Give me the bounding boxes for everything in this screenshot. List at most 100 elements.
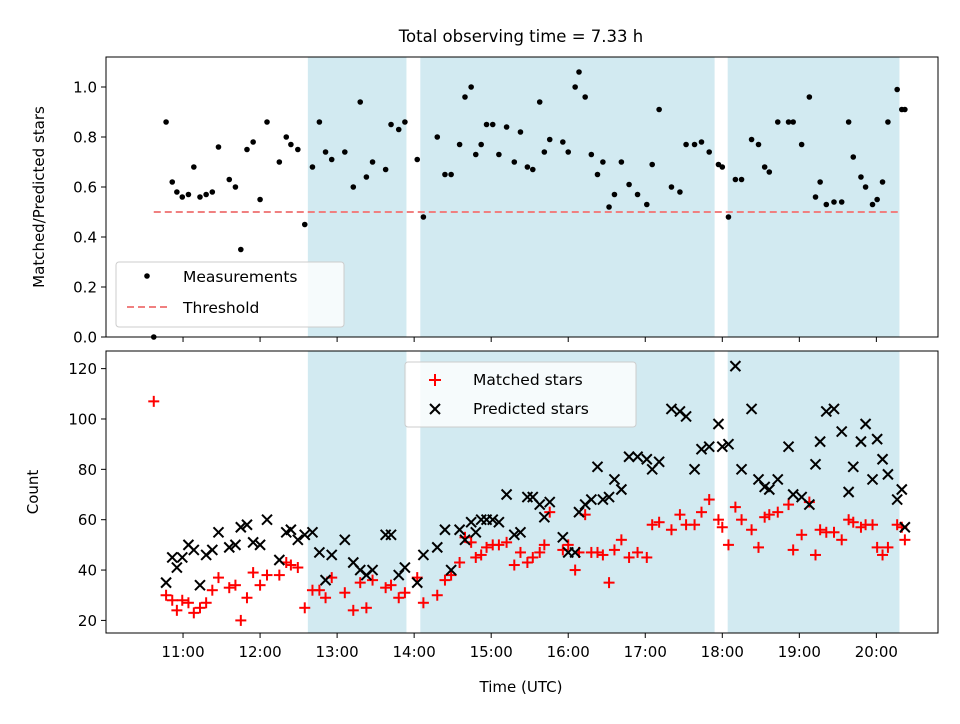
matched-star-point bbox=[877, 549, 889, 561]
predicted-star-point-b bbox=[641, 453, 653, 465]
matched-star-point bbox=[695, 506, 707, 518]
predicted-star-point bbox=[745, 403, 758, 415]
measurement-point bbox=[879, 179, 886, 185]
predicted-stars-points bbox=[160, 360, 911, 591]
measurement-point bbox=[456, 141, 463, 148]
measurement-point bbox=[250, 139, 256, 145]
matched-star-point bbox=[828, 526, 840, 538]
predicted-star-point-b bbox=[665, 403, 678, 415]
bottom-x-tick-label: 16:00 bbox=[547, 643, 590, 661]
predicted-star-point bbox=[339, 534, 351, 546]
matched-star-point bbox=[534, 546, 546, 558]
predicted-star-point bbox=[585, 493, 598, 506]
bottom-y-axis-ticks: 20 40 60 80 100 120 bbox=[68, 360, 106, 630]
measurement-point bbox=[350, 184, 357, 190]
matched-star-point bbox=[867, 519, 879, 531]
predicted-star-point-b bbox=[176, 551, 188, 564]
measurement-point bbox=[434, 134, 441, 140]
measurement-point bbox=[472, 151, 479, 158]
legend-predicted-label: Predicted stars bbox=[473, 400, 589, 418]
matched-star-point bbox=[514, 546, 526, 558]
predicted-star-point bbox=[882, 468, 894, 481]
predicted-star-point-b bbox=[241, 519, 253, 531]
bottom-y-tick-label: 100 bbox=[68, 410, 97, 428]
measurement-point bbox=[541, 149, 548, 155]
matched-star-point bbox=[722, 539, 734, 551]
predicted-star-point-b bbox=[313, 546, 326, 559]
measurement-point bbox=[197, 194, 203, 200]
measurement-point bbox=[328, 156, 335, 163]
predicted-star-point-b bbox=[716, 440, 729, 453]
matched-star-point bbox=[206, 584, 218, 596]
predicted-star-point-b bbox=[273, 554, 286, 566]
matched-star-point bbox=[320, 592, 332, 604]
predicted-star-point-b bbox=[820, 405, 833, 418]
bottom-panel: 20 40 60 80 100 120 11:00 12:00 13:00 14:00 15:00… bbox=[24, 350, 939, 696]
measurement-point bbox=[483, 121, 490, 128]
measurement-point bbox=[257, 196, 263, 203]
predicted-star-point bbox=[514, 526, 527, 538]
predicted-star-point-b bbox=[229, 539, 242, 551]
predicted-star-point bbox=[688, 463, 701, 476]
predicted-star-point bbox=[835, 425, 848, 438]
predicted-star-point bbox=[557, 531, 569, 544]
matched-star-point bbox=[763, 509, 775, 521]
predicted-star-point-b bbox=[160, 576, 172, 589]
predicted-star-point bbox=[641, 453, 653, 465]
measurement-point bbox=[414, 156, 421, 163]
predicted-star-point bbox=[615, 483, 628, 496]
bottom-y-tick-label: 20 bbox=[78, 612, 97, 630]
measurement-point bbox=[831, 199, 837, 205]
measurement-point bbox=[644, 201, 650, 208]
matched-star-point bbox=[247, 567, 259, 579]
predicted-star-point-b bbox=[623, 451, 635, 463]
bottom-y-axis-label: Count bbox=[24, 470, 42, 515]
predicted-star-point-b bbox=[782, 440, 795, 453]
measurement-point bbox=[576, 69, 582, 75]
predicted-star-point bbox=[772, 473, 784, 486]
matched-star-point bbox=[417, 597, 429, 609]
matched-star-point bbox=[608, 544, 620, 556]
measurement-point bbox=[546, 136, 553, 143]
predicted-star-point-b bbox=[188, 544, 200, 556]
measurement-point bbox=[309, 164, 316, 170]
matched-star-point bbox=[597, 549, 609, 561]
matched-star-point bbox=[166, 594, 178, 606]
predicted-star-point-b bbox=[385, 529, 397, 541]
predicted-star-point-b bbox=[752, 473, 765, 486]
predicted-star-point bbox=[847, 461, 859, 473]
measurement-point bbox=[725, 214, 732, 220]
predicted-star-point bbox=[166, 551, 178, 564]
predicted-star-point-b bbox=[493, 516, 505, 528]
measurement-point bbox=[766, 169, 773, 175]
predicted-star-point bbox=[417, 549, 430, 561]
matched-star-point bbox=[544, 506, 556, 518]
predicted-star-point bbox=[273, 554, 286, 566]
predicted-star-point-b bbox=[866, 473, 879, 486]
matched-star-point bbox=[716, 521, 728, 533]
predicted-star-point bbox=[299, 529, 311, 541]
predicted-star-point bbox=[223, 541, 235, 554]
predicted-star-point bbox=[855, 435, 867, 448]
matched-star-point bbox=[475, 549, 487, 561]
predicted-star-point-b bbox=[795, 491, 808, 503]
measurement-point bbox=[845, 119, 852, 125]
predicted-star-point-b bbox=[254, 539, 266, 551]
predicted-star-point-b bbox=[399, 561, 411, 574]
matched-star-point bbox=[171, 604, 183, 616]
predicted-star-point-b bbox=[508, 529, 521, 541]
top-y-axis-ticks: 0.0 0.2 0.4 0.6 0.8 1.0 bbox=[73, 79, 106, 347]
predicted-star-point bbox=[254, 539, 266, 551]
predicted-star-point bbox=[206, 544, 219, 556]
bottom-axes-frame bbox=[105, 350, 939, 634]
bottom-y-tick-label: 60 bbox=[78, 511, 97, 529]
legend-measurements-marker bbox=[144, 273, 150, 279]
matched-star-point bbox=[712, 514, 724, 526]
measurement-point bbox=[174, 189, 180, 195]
measurement-point bbox=[524, 164, 531, 170]
measurement-point bbox=[215, 144, 222, 150]
bottom-legend-box bbox=[404, 361, 637, 428]
predicted-star-point-b bbox=[871, 433, 883, 445]
measurement-point bbox=[179, 194, 186, 200]
predicted-star-point bbox=[603, 491, 615, 503]
